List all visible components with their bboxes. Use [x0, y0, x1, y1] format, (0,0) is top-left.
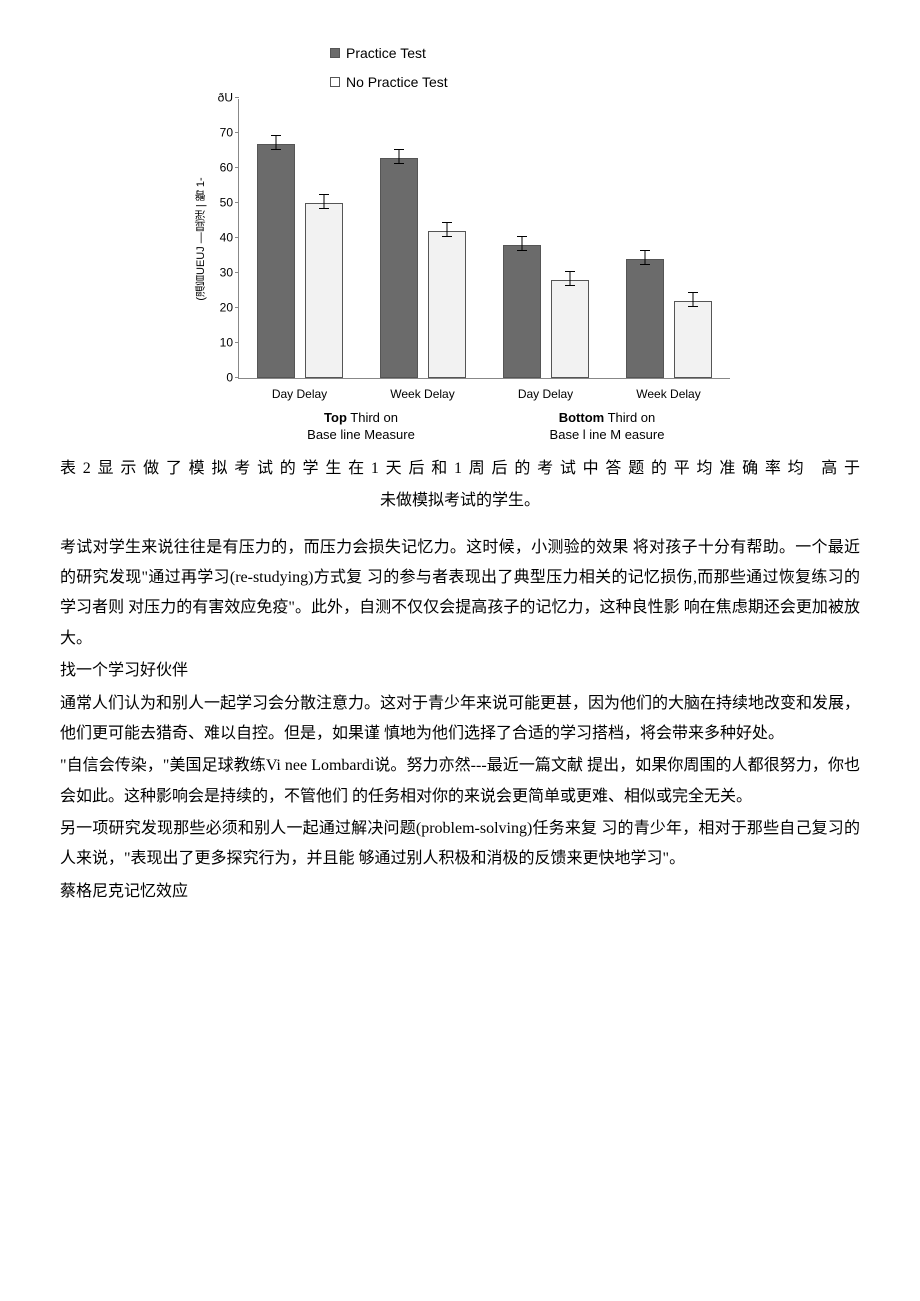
body-paragraph: "自信会传染，"美国足球教练Vi nee Lombardi说。努力亦然---最近…: [60, 751, 860, 812]
x-tick-label: Day Delay: [484, 379, 607, 406]
y-tick-mark: [235, 97, 239, 98]
y-tick-mark: [235, 237, 239, 238]
error-bar: [399, 150, 400, 164]
section-heading: 蔡格尼克记忆效应: [60, 877, 860, 907]
y-tick-mark: [235, 342, 239, 343]
error-cap: [517, 250, 527, 251]
y-tick-label: 60: [209, 157, 233, 180]
error-cap: [319, 194, 329, 195]
error-cap: [688, 306, 698, 307]
y-tick-label: 20: [209, 297, 233, 320]
legend-swatch-open: [330, 77, 340, 87]
chart-caption-line1: 表2显示做了模拟考试的学生在1天后和1周后的考试中答题的平均准确率均 高于: [60, 454, 860, 484]
x-tick-label: Day Delay: [238, 379, 361, 406]
error-cap: [394, 163, 404, 164]
chart-plot-area: (溫旨UEUJ —显淫 | 臀 1- 010203040506070ðU: [238, 99, 730, 379]
y-tick-mark: [235, 202, 239, 203]
x-axis-sublabels: Top Third on Base line Measure Bottom Th…: [238, 410, 730, 444]
y-tick-label: 10: [209, 332, 233, 355]
error-cap: [565, 271, 575, 272]
y-tick-label: 0: [209, 367, 233, 390]
error-cap: [394, 149, 404, 150]
subaxis-rest: Third on: [604, 410, 655, 425]
error-cap: [640, 264, 650, 265]
subaxis-right: Bottom Third on Base l ine M easure: [484, 410, 730, 444]
body-paragraph: 通常人们认为和别人一起学习会分散注意力。这对于青少年来说可能更甚，因为他们的大脑…: [60, 689, 860, 750]
chart-legend: Practice Test No Practice Test: [330, 40, 740, 95]
error-cap: [271, 149, 281, 150]
error-cap: [688, 292, 698, 293]
y-tick-label: 30: [209, 262, 233, 285]
bar: [380, 158, 418, 379]
legend-label: Practice Test: [346, 40, 426, 67]
bar: [503, 245, 541, 378]
subaxis-line2: Base line Measure: [307, 427, 415, 442]
y-tick-label: 50: [209, 192, 233, 215]
error-cap: [442, 236, 452, 237]
bar-group: [239, 99, 362, 378]
bar: [257, 144, 295, 379]
subaxis-line2: Base l ine M easure: [550, 427, 665, 442]
error-cap: [271, 135, 281, 136]
bar: [428, 231, 466, 378]
error-bar: [324, 195, 325, 209]
y-tick-mark: [235, 377, 239, 378]
x-tick-label: Week Delay: [361, 379, 484, 406]
legend-label: No Practice Test: [346, 69, 448, 96]
error-bar: [644, 251, 645, 265]
y-tick-label: 70: [209, 122, 233, 145]
x-tick-label: Week Delay: [607, 379, 730, 406]
error-bar: [569, 272, 570, 286]
y-tick-mark: [235, 167, 239, 168]
chart-container: Practice Test No Practice Test (溫旨UEUJ —…: [180, 40, 740, 444]
bars-container: [239, 99, 730, 378]
bar: [305, 203, 343, 378]
bar: [626, 259, 664, 378]
section-heading: 找一个学习好伙伴: [60, 656, 860, 686]
error-bar: [692, 293, 693, 307]
y-tick-mark: [235, 307, 239, 308]
legend-swatch-filled: [330, 48, 340, 58]
error-cap: [565, 285, 575, 286]
body-paragraph: 另一项研究发现那些必须和别人一起通过解决问题(problem-solving)任…: [60, 814, 860, 875]
bar: [674, 301, 712, 378]
subaxis-left: Top Third on Base line Measure: [238, 410, 484, 444]
subaxis-bold: Bottom: [559, 410, 605, 425]
error-cap: [442, 222, 452, 223]
legend-item: No Practice Test: [330, 69, 740, 96]
error-cap: [640, 250, 650, 251]
y-tick-label: ðU: [209, 87, 233, 110]
y-tick-mark: [235, 132, 239, 133]
error-bar: [447, 223, 448, 237]
body-paragraph: 考试对学生来说往往是有压力的，而压力会损失记忆力。这时候，小测验的效果 将对孩子…: [60, 533, 860, 655]
chart-caption-line2: 未做模拟考试的学生。: [60, 486, 860, 516]
subaxis-bold: Top: [324, 410, 347, 425]
error-cap: [319, 208, 329, 209]
bar-group: [485, 99, 608, 378]
x-axis-labels: Day DelayWeek DelayDay DelayWeek Delay: [238, 379, 730, 406]
error-bar: [521, 237, 522, 251]
bar-group: [362, 99, 485, 378]
y-tick-mark: [235, 272, 239, 273]
error-bar: [276, 136, 277, 150]
subaxis-rest: Third on: [347, 410, 398, 425]
error-cap: [517, 236, 527, 237]
y-tick-label: 40: [209, 227, 233, 250]
bar: [551, 280, 589, 378]
bar-group: [607, 99, 730, 378]
legend-item: Practice Test: [330, 40, 740, 67]
